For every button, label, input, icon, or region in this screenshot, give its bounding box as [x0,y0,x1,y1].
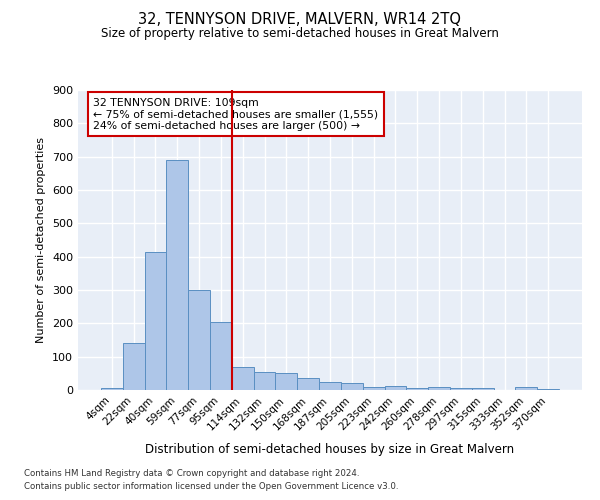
Bar [363,386,385,390]
Bar [450,388,472,390]
Bar [472,388,494,390]
Text: Size of property relative to semi-detached houses in Great Malvern: Size of property relative to semi-detach… [101,28,499,40]
Bar [319,382,341,390]
Bar [385,386,406,390]
Bar [428,386,450,390]
Y-axis label: Number of semi-detached properties: Number of semi-detached properties [37,137,46,343]
Bar [210,322,232,390]
Text: Contains public sector information licensed under the Open Government Licence v3: Contains public sector information licen… [24,482,398,491]
Bar [166,160,188,390]
Bar [123,344,145,390]
Bar [275,374,297,390]
Bar [145,252,166,390]
Text: Distribution of semi-detached houses by size in Great Malvern: Distribution of semi-detached houses by … [145,442,515,456]
Text: 32 TENNYSON DRIVE: 109sqm
← 75% of semi-detached houses are smaller (1,555)
24% : 32 TENNYSON DRIVE: 109sqm ← 75% of semi-… [93,98,378,130]
Bar [297,378,319,390]
Bar [515,386,537,390]
Bar [188,290,210,390]
Text: Contains HM Land Registry data © Crown copyright and database right 2024.: Contains HM Land Registry data © Crown c… [24,468,359,477]
Bar [101,388,123,390]
Bar [254,372,275,390]
Bar [341,384,363,390]
Bar [406,388,428,390]
Text: 32, TENNYSON DRIVE, MALVERN, WR14 2TQ: 32, TENNYSON DRIVE, MALVERN, WR14 2TQ [139,12,461,28]
Bar [232,366,254,390]
